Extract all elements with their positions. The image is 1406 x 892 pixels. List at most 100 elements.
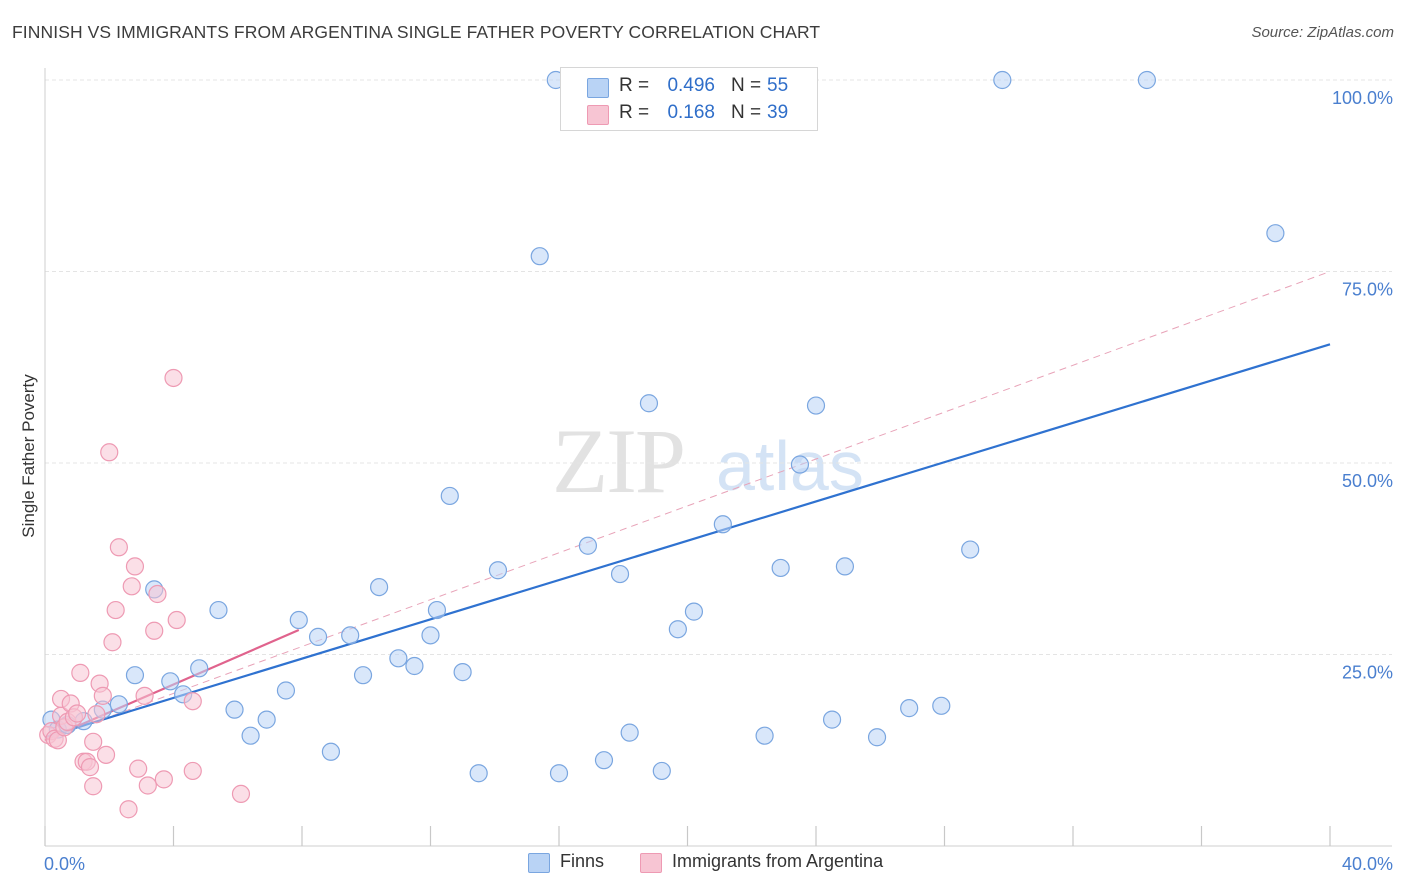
finns-point <box>668 620 687 639</box>
argentina-swatch <box>640 853 662 873</box>
finns-point <box>961 540 980 559</box>
finns-point <box>389 649 408 668</box>
argentina-point <box>145 621 164 640</box>
legend-label-argentina: Immigrants from Argentina <box>672 851 884 871</box>
finns-point <box>353 666 373 685</box>
n-label: N = <box>731 102 762 123</box>
finns-point <box>594 751 614 770</box>
x-tick-label: 40.0% <box>1342 854 1393 874</box>
finns-point <box>241 726 260 745</box>
finns-point <box>321 742 341 761</box>
finns-point <box>308 627 328 646</box>
finns-point <box>225 700 244 719</box>
finns-point <box>806 396 826 415</box>
gridlines <box>45 79 1392 655</box>
argentina-point <box>122 577 141 596</box>
argentina-point <box>87 705 106 724</box>
argentina-point <box>71 663 90 682</box>
argentina-point <box>103 633 122 652</box>
finns-point <box>684 602 704 621</box>
series-legend: Finns Immigrants from Argentina <box>0 851 1406 877</box>
y-tick-label: 100.0% <box>1332 88 1393 108</box>
argentina-point <box>154 770 173 789</box>
finns-point <box>530 247 549 266</box>
argentina-point <box>167 610 186 630</box>
finns-point <box>867 728 887 747</box>
argentina-point <box>183 761 202 781</box>
argentina-point <box>119 800 138 819</box>
argentina-point <box>183 692 202 711</box>
watermark-atlas: atlas <box>716 427 864 505</box>
finns-point <box>1137 70 1156 90</box>
data-points <box>39 70 1285 819</box>
argentina-point <box>148 584 167 604</box>
finns-point <box>790 455 810 474</box>
finns-point <box>835 557 855 576</box>
n-label: N = <box>731 75 762 96</box>
argentina-point <box>96 745 116 764</box>
stats-legend: R = 0.496 N = 55 R = 0.168 N = 39 <box>560 67 818 131</box>
finns-point <box>993 70 1012 90</box>
argentina-swatch <box>587 105 609 125</box>
argentina-point <box>68 704 87 723</box>
source-label: Source: ZipAtlas.com <box>1251 24 1394 41</box>
finns-swatch <box>587 78 609 98</box>
argentina-point <box>93 686 112 705</box>
argentina-point <box>106 600 125 620</box>
finns-point <box>1266 224 1285 243</box>
x-tick-label: 0.0% <box>44 854 85 874</box>
finns-point <box>125 666 145 685</box>
finns-trend-line <box>44 343 1331 739</box>
trend-lines <box>44 271 1331 742</box>
finns-point <box>209 600 228 620</box>
argentina-point <box>125 557 145 576</box>
argentina-point <box>84 732 103 751</box>
finns-point <box>190 659 209 678</box>
argentina-point <box>138 776 157 795</box>
chart-title: FINNISH VS IMMIGRANTS FROM ARGENTINA SIN… <box>12 22 821 42</box>
finns-point <box>469 764 488 783</box>
argentina-trend-extension <box>44 271 1331 741</box>
finns-point <box>900 699 919 718</box>
finns-point <box>405 656 424 676</box>
y-tick-label: 50.0% <box>1342 471 1393 491</box>
y-tick-label: 75.0% <box>1342 280 1393 300</box>
finns-point <box>161 672 180 691</box>
finns-point <box>370 577 389 597</box>
tick-labels: 100.0% 75.0% 50.0% 25.0% 0.0% 40.0% <box>44 88 1393 874</box>
finns-point <box>421 626 440 645</box>
finns-point <box>713 515 732 534</box>
r-label: R = <box>619 102 650 123</box>
finns-point <box>639 394 659 413</box>
finns-point <box>549 764 569 783</box>
y-axis-label: Single Father Poverty <box>19 374 38 538</box>
argentina-point <box>129 759 148 778</box>
argentina-point <box>135 686 154 705</box>
argentina-point <box>231 784 251 804</box>
finns-swatch <box>528 853 550 873</box>
finns-point <box>610 564 630 584</box>
finns-point <box>771 558 790 578</box>
finns-point <box>427 600 447 620</box>
r-value: 0.496 <box>667 75 715 96</box>
finns-point <box>578 536 598 555</box>
argentina-point <box>100 443 119 462</box>
r-value: 0.168 <box>667 102 715 123</box>
finns-point <box>932 696 951 715</box>
finns-point <box>257 710 276 729</box>
argentina-point <box>164 368 183 388</box>
n-value: 39 <box>767 102 789 123</box>
finns-point <box>822 710 842 729</box>
finns-point <box>341 626 360 645</box>
y-tick-label: 25.0% <box>1342 663 1393 683</box>
finns-point <box>488 561 508 580</box>
finns-point <box>109 695 128 714</box>
finns-point <box>453 663 472 682</box>
finns-point <box>440 486 459 506</box>
r-label: R = <box>619 75 650 96</box>
legend-label-finns: Finns <box>560 851 605 871</box>
finns-point <box>755 726 774 745</box>
watermark-zip: ZIP <box>552 410 684 512</box>
finns-point <box>276 681 296 700</box>
